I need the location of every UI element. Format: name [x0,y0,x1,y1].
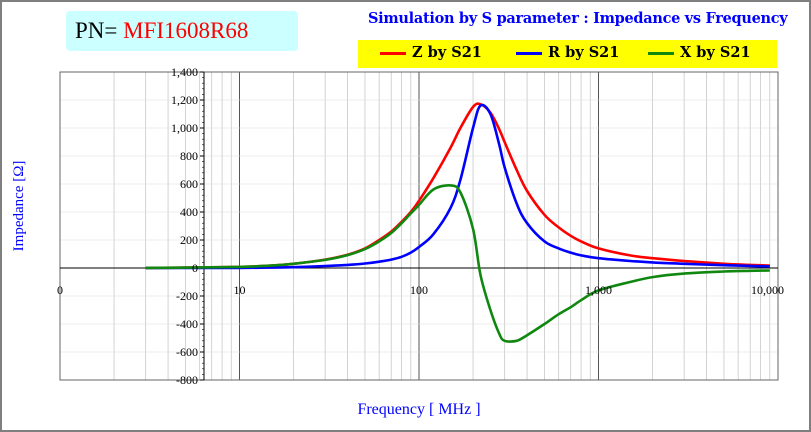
y-tick-label: 1,400 [171,65,198,79]
x-tick-label: 0 [57,283,63,297]
legend-label-r: R by S21 [548,44,620,61]
y-tick-label: -600 [176,345,198,359]
legend-swatch-z [380,52,406,55]
y-tick-label: 600 [180,177,198,191]
series-x-line [145,184,770,343]
tick-labels: 1,400 1,200 1,000 800 600 400 200 0 -200 -400 -600… [57,65,784,387]
legend: Z by S21 R by S21 X by S21 [358,40,777,68]
y-axis-label: Impedance [Ω] [11,161,27,252]
legend-label-x: X by S21 [680,44,751,61]
series-r-line [145,103,770,270]
part-number-label: PN= [75,18,118,43]
x-tick-label: 100 [410,283,428,297]
y-tick-label: 800 [180,149,198,163]
series-lines [145,102,770,343]
y-tick-label: -800 [176,373,198,387]
part-number-box: PN= MFI1608R68 [66,11,298,51]
legend-label-z: Z by S21 [412,44,482,61]
x-tick-label: 10 [234,283,246,297]
plot-border [59,71,779,381]
x-axis-label: Frequency [ MHz ] [357,401,480,418]
y-tick-label: -400 [176,317,198,331]
y-tick-label: 1,200 [171,93,198,107]
x-tick-label: 10,000 [751,283,784,297]
grid [59,71,779,381]
chart-title: Simulation by S parameter : Impedance vs… [368,10,788,27]
x-tick-label: 1,000 [585,283,612,297]
y-tick-label: -200 [176,289,198,303]
y-tick-label: 400 [180,205,198,219]
legend-swatch-r [516,52,542,55]
y-tick-label: 0 [192,261,198,275]
y-tick-label: 1,000 [171,121,198,135]
y-tick-label: 200 [180,233,198,247]
legend-swatch-x [648,52,674,55]
part-number-value: MFI1608R68 [123,18,249,43]
